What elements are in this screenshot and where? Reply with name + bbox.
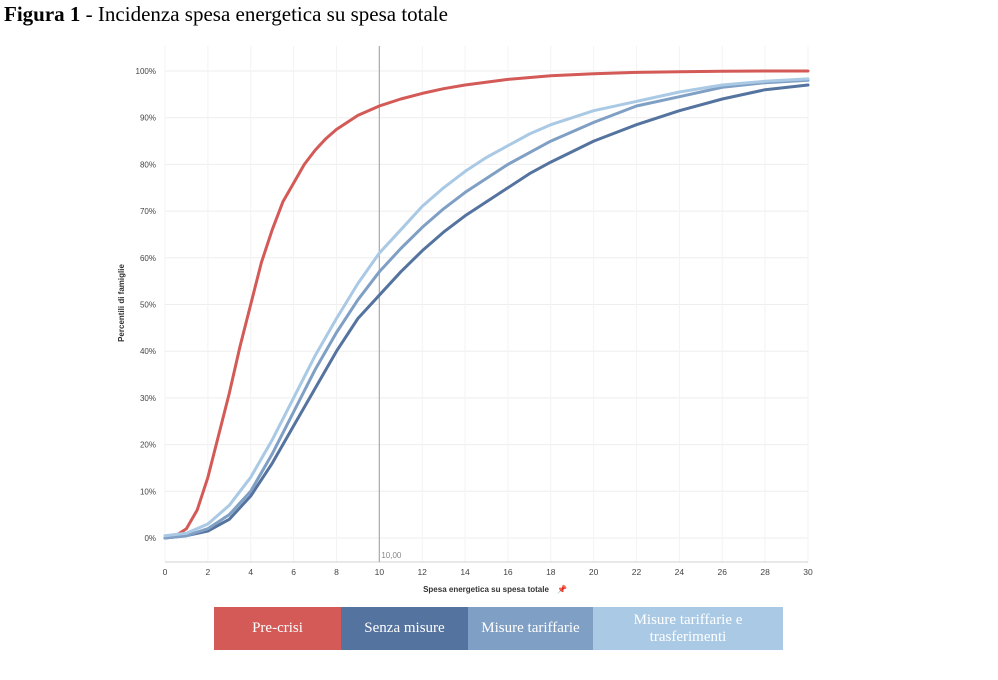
x-axis-ticks: 0 2 4 6 8 10 12 14 16 18 20 22 24 26 28 30 (163, 567, 813, 577)
x-tick-label: 16 (503, 567, 513, 577)
x-axis-label-group: Spesa energetica su spesa totale 📌 (423, 584, 567, 594)
figure-title: Figura 1 - Incidenza spesa energetica su… (4, 2, 448, 27)
series-line-pre-crisi[interactable] (163, 69, 810, 540)
pin-icon[interactable]: 📌 (557, 584, 567, 594)
x-tick-label: 20 (589, 567, 599, 577)
x-tick-label: 18 (546, 567, 556, 577)
y-axis-label: Percentili di famiglie (117, 264, 126, 342)
y-tick-label: 30% (140, 394, 156, 403)
x-axis-label: Spesa energetica su spesa totale (423, 585, 549, 594)
y-tick-label: 40% (140, 347, 156, 356)
y-tick-label: 0% (144, 534, 156, 543)
x-tick-label: 4 (248, 567, 253, 577)
y-tick-label: 10% (140, 487, 156, 496)
x-tick-label: 30 (803, 567, 813, 577)
x-tick-label: 10 (375, 567, 385, 577)
legend-item-pre-crisi[interactable]: Pre-crisi (214, 607, 341, 650)
legend-item-senza-misure[interactable]: Senza misure (341, 607, 468, 650)
y-tick-label: 20% (140, 441, 156, 450)
line-chart: 10,00 0% 10% 20% 30% 40% 50% 60% 70% 80% 90% 10 0% … (117, 46, 813, 594)
legend-item-misure-tariffarie-e-trasferimenti[interactable]: Misure tariffarie e trasferimenti (593, 607, 783, 650)
figure-number: Figura 1 (4, 2, 81, 26)
series-line-misure-tariffarie[interactable] (163, 78, 810, 540)
x-tick-label: 26 (718, 567, 728, 577)
x-tick-label: 28 (760, 567, 770, 577)
reference-line-label: 10,00 (381, 551, 402, 560)
x-tick-label: 22 (632, 567, 642, 577)
y-tick-label: 60% (140, 254, 156, 263)
x-tick-label: 12 (417, 567, 427, 577)
y-tick-label: 90% (140, 114, 156, 123)
chart-series (163, 69, 810, 540)
figure-title-separator: - (80, 2, 98, 26)
legend-item-misure-tariffarie[interactable]: Misure tariffarie (468, 607, 593, 650)
series-line-misure-tariffarie-e-trasferimenti[interactable] (163, 77, 810, 538)
y-tick-label: 100% (136, 67, 156, 76)
y-tick-label: 50% (140, 301, 156, 310)
x-tick-label: 8 (334, 567, 339, 577)
x-tick-label: 24 (675, 567, 685, 577)
y-tick-label: 80% (140, 160, 156, 169)
x-tick-label: 0 (163, 567, 168, 577)
figure-title-text: Incidenza spesa energetica su spesa tota… (97, 2, 448, 26)
reference-line-group: 10,00 (378, 46, 402, 562)
x-tick-label: 2 (205, 567, 210, 577)
series-line-senza-misure[interactable] (163, 83, 810, 540)
legend: Pre-crisi Senza misure Misure tariffarie Mi… (214, 607, 783, 650)
x-tick-label: 6 (291, 567, 296, 577)
y-axis-ticks: 0% 10% 20% 30% 40% 50% 60% 70% 80% 90% 100% (136, 67, 156, 543)
chart-grid (164, 46, 809, 563)
y-tick-label: 70% (140, 207, 156, 216)
x-tick-label: 14 (460, 567, 470, 577)
